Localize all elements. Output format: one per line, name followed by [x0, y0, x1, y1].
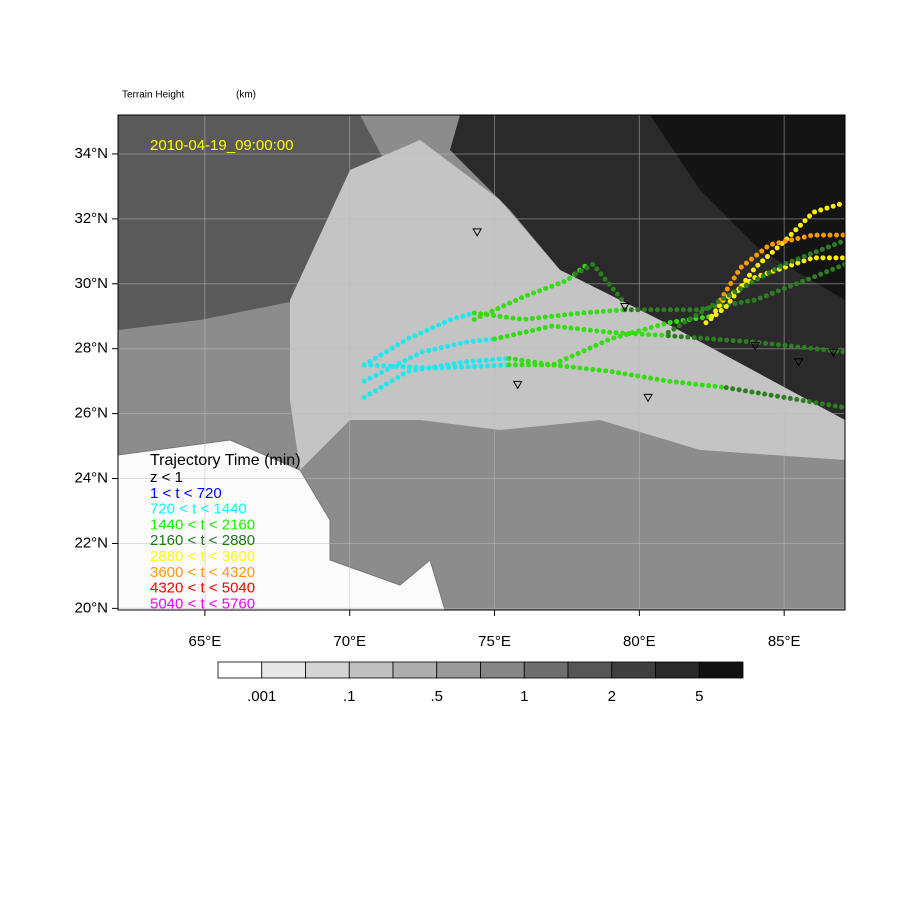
y-tick-label: 20°N: [74, 599, 108, 616]
legend-entry: 2160 < t < 2880: [150, 532, 255, 549]
trajectory: [506, 355, 729, 391]
station-marker: [643, 393, 653, 403]
x-tick-label: 75°E: [478, 633, 511, 650]
trajectory: [665, 333, 845, 355]
timestamp: 2010-04-19_09:00:00: [150, 137, 293, 154]
colorbar-label: .001: [247, 688, 276, 705]
colorbar-swatch: [261, 661, 306, 679]
x-tick-label: 70°E: [333, 633, 366, 650]
colorbar-swatch: [480, 661, 525, 679]
trajectory: [717, 232, 845, 303]
colorbar-swatch: [698, 661, 744, 679]
trajectory: [361, 362, 512, 371]
trajectory: [492, 323, 671, 342]
legend-entry: 1440 < t < 2160: [150, 516, 255, 533]
trajectory: [703, 200, 845, 326]
colorbar-swatch: [305, 661, 350, 679]
terrain: [118, 115, 845, 610]
trajectory: [573, 261, 628, 306]
plot-frame: [117, 114, 846, 611]
station-marker: [472, 228, 483, 237]
station-marker: [512, 380, 523, 390]
y-tick-label: 32°N: [74, 210, 108, 227]
y-tick-label: 30°N: [74, 275, 108, 292]
legend-entry: 5040 < t < 5760: [150, 595, 255, 612]
y-tick-label: 22°N: [74, 534, 108, 551]
colorbar-swatch: [217, 661, 263, 679]
trajectory: [665, 239, 845, 335]
trajectory: [471, 307, 628, 323]
station-marker: [793, 358, 804, 367]
colorbar-swatch: [523, 661, 569, 679]
trajectory: [506, 313, 715, 368]
colorbar-swatch: [567, 661, 613, 679]
y-tick-label: 26°N: [74, 405, 108, 422]
colorbar-swatch: [655, 661, 700, 679]
station-marker: [750, 341, 761, 351]
colorbar-label: .5: [430, 688, 443, 705]
legend-entry: 720 < t < 1440: [150, 501, 247, 518]
colorbar-swatch: [348, 661, 394, 679]
station-marker: [828, 348, 839, 357]
trajectory: [622, 261, 845, 313]
colorbar-swatch: [436, 661, 481, 679]
colorbar-swatch: [392, 661, 438, 679]
title: Terrain Height: [122, 90, 184, 101]
colorbar-swatch: [611, 661, 656, 679]
units: (km): [236, 90, 256, 101]
x-tick-label: 80°E: [623, 633, 656, 650]
x-tick-label: 65°E: [189, 633, 222, 650]
y-tick-label: 34°N: [74, 145, 108, 162]
colorbar-label: 2: [608, 688, 616, 705]
legend-entry: 3600 < t < 4320: [150, 564, 255, 581]
legend-entry: 2880 < t < 3600: [150, 548, 255, 565]
trajectory: [723, 385, 845, 410]
colorbar-label: 5: [695, 688, 703, 705]
y-tick-label: 24°N: [74, 470, 108, 487]
station-marker: [620, 303, 630, 312]
trajectory: [709, 255, 845, 319]
y-tick-label: 28°N: [74, 340, 108, 357]
legend-entry: 1 < t < 720: [150, 485, 222, 502]
colorbar-label: 1: [520, 688, 528, 705]
trajectory: [361, 310, 477, 368]
trajectory: [361, 336, 498, 384]
legend-entry: z < 1: [150, 469, 183, 486]
legend-entry: 4320 < t < 5040: [150, 580, 255, 597]
x-tick-label: 85°E: [768, 633, 801, 650]
legend-title: Trajectory Time (min): [150, 452, 301, 469]
trajectory: [471, 261, 590, 322]
colorbar-label: .1: [343, 688, 356, 705]
